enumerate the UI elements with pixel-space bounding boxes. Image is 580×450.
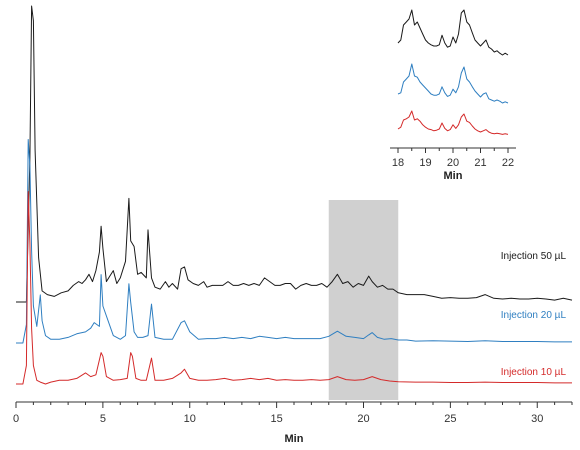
inset-x-tick-label: 22 <box>502 157 514 169</box>
x-tick-label: 5 <box>100 413 106 425</box>
trace-label-3: Injection 10 µL <box>501 367 567 378</box>
inset-x-tick-label: 19 <box>419 157 431 169</box>
x-tick-label: 0 <box>13 413 19 425</box>
trace-label-group: Injection 50 µL Injection 20 µL Injection … <box>501 251 567 378</box>
x-tick-group: 0 5 10 15 20 25 30 <box>13 402 573 425</box>
x-axis-title: Min <box>285 433 304 445</box>
inset-trace-line-2 <box>397 63 509 104</box>
x-tick-label: 15 <box>271 413 283 425</box>
inset-chart: 18 19 20 21 22 Min <box>390 9 516 182</box>
inset-x-axis-title: Min <box>444 170 463 182</box>
x-tick-label: 30 <box>531 413 543 425</box>
inset-x-tick-label: 20 <box>447 157 459 169</box>
trace-line-2 <box>16 139 572 344</box>
x-tick-label: 20 <box>357 413 369 425</box>
inset-trace-line-1 <box>397 9 509 56</box>
inset-trace-group <box>397 9 509 135</box>
x-tick-label: 25 <box>444 413 456 425</box>
inset-x-tick-label: 21 <box>474 157 486 169</box>
inset-x-tick-label: 18 <box>392 157 404 169</box>
trace-label-1: Injection 50 µL <box>501 251 567 262</box>
x-tick-label: 10 <box>184 413 196 425</box>
trace-line-3 <box>16 191 572 385</box>
trace-line-1 <box>16 5 573 303</box>
trace-label-2: Injection 20 µL <box>501 310 567 321</box>
inset-x-tick-group: 18 19 20 21 22 <box>392 148 514 169</box>
trace-group <box>16 5 573 385</box>
highlight-region <box>328 200 399 400</box>
inset-trace-line-3 <box>397 110 509 135</box>
